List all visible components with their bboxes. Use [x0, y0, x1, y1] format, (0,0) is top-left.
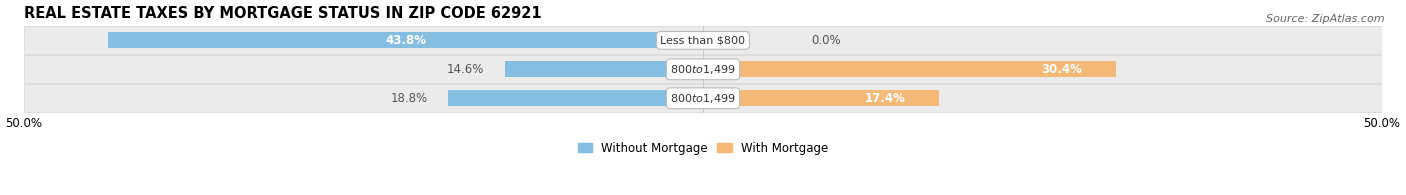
- Bar: [703, 61, 1116, 77]
- Bar: [108, 32, 703, 48]
- Bar: [505, 61, 703, 77]
- Bar: [24, 84, 1382, 112]
- Bar: [447, 90, 703, 106]
- Text: 0.0%: 0.0%: [811, 34, 841, 47]
- Text: 17.4%: 17.4%: [865, 92, 905, 105]
- Text: $800 to $1,499: $800 to $1,499: [671, 63, 735, 76]
- Legend: Without Mortgage, With Mortgage: Without Mortgage, With Mortgage: [578, 142, 828, 155]
- Text: 18.8%: 18.8%: [391, 92, 427, 105]
- Text: $800 to $1,499: $800 to $1,499: [671, 92, 735, 105]
- Text: Less than $800: Less than $800: [661, 35, 745, 45]
- Bar: [24, 27, 1382, 54]
- Bar: [24, 55, 1382, 83]
- Text: 30.4%: 30.4%: [1040, 63, 1081, 76]
- Text: 14.6%: 14.6%: [447, 63, 485, 76]
- Bar: [703, 90, 939, 106]
- Text: REAL ESTATE TAXES BY MORTGAGE STATUS IN ZIP CODE 62921: REAL ESTATE TAXES BY MORTGAGE STATUS IN …: [24, 5, 541, 20]
- Text: Source: ZipAtlas.com: Source: ZipAtlas.com: [1267, 14, 1385, 24]
- Text: 43.8%: 43.8%: [385, 34, 426, 47]
